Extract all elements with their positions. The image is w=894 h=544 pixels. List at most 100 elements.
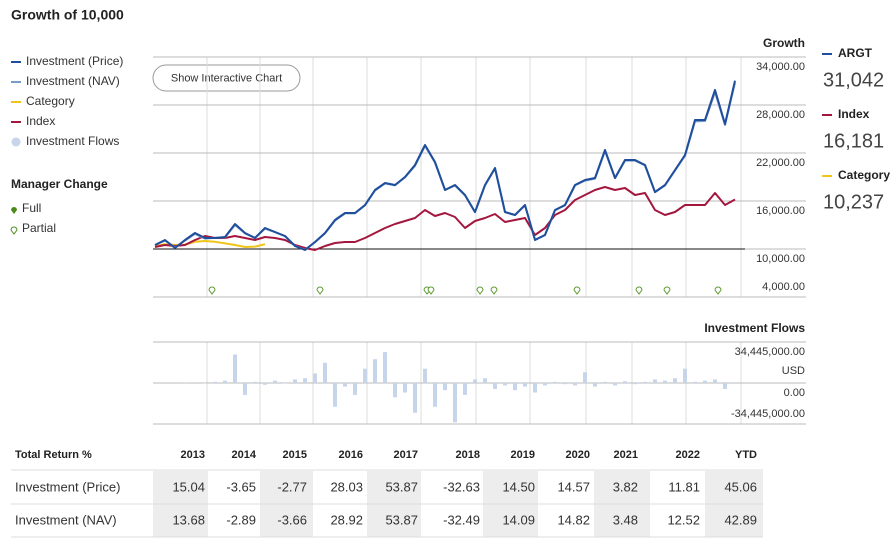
- manager-marker: [663, 286, 671, 295]
- flow-bar: [533, 383, 537, 393]
- legend-label: Index: [26, 114, 55, 128]
- table-header: 2020: [566, 449, 590, 461]
- manager-marker: [208, 286, 216, 295]
- flow-bar: [623, 381, 627, 383]
- flow-bar: [343, 383, 347, 387]
- series-line: [154, 186, 736, 251]
- table-cell: -3.65: [226, 479, 256, 494]
- flow-bar: [183, 382, 187, 383]
- flow-bar: [213, 381, 217, 383]
- flow-bar: [613, 383, 617, 386]
- flow-bar: [383, 352, 387, 383]
- legend-label: Category: [26, 94, 75, 108]
- y-tick-label: 34,000.00: [756, 61, 805, 73]
- table-cell: 14.09: [502, 512, 535, 527]
- table-cell: Investment (NAV): [15, 512, 117, 527]
- table-cell: Investment (Price): [15, 479, 120, 494]
- manager-change-title: Manager Change: [11, 177, 108, 191]
- button-label[interactable]: Show Interactive Chart: [171, 72, 282, 84]
- flow-bar: [683, 368, 687, 383]
- flow-bar: [643, 381, 647, 383]
- legend-label: Investment Flows: [26, 134, 119, 148]
- legend-label: Investment (NAV): [26, 74, 120, 88]
- flow-bar: [323, 362, 327, 383]
- legend-label: Investment (Price): [26, 54, 123, 68]
- partial-label: Partial: [22, 221, 56, 235]
- table-cell: 14.50: [502, 479, 535, 494]
- table-header: 2017: [394, 449, 418, 461]
- y-tick-label: 28,000.00: [756, 109, 805, 121]
- flow-bar: [633, 383, 637, 385]
- flow-bar: [243, 383, 247, 395]
- y-tick-label: 16,000.00: [756, 205, 805, 217]
- button-frame[interactable]: [152, 64, 301, 92]
- chart-title: Investment Flows: [704, 321, 805, 335]
- table-cell: -3.66: [277, 512, 307, 527]
- flow-bar: [493, 383, 497, 389]
- table-cell: 3.82: [613, 479, 638, 494]
- table-header: 2022: [676, 449, 700, 461]
- flow-bar: [423, 368, 427, 383]
- flow-bar: [583, 372, 587, 383]
- y-axis-label: USD: [782, 365, 805, 377]
- table-cell: 53.87: [385, 479, 418, 494]
- series-line: [154, 80, 736, 251]
- flow-bar: [653, 379, 657, 383]
- flow-bar: [473, 379, 477, 383]
- manager-marker: [476, 286, 484, 295]
- y-tick-label: 22,000.00: [756, 157, 805, 169]
- flow-bar: [513, 383, 517, 391]
- summary-value: 10,237: [823, 191, 884, 213]
- flow-bar: [283, 383, 287, 384]
- manager-marker: [316, 286, 324, 295]
- manager-marker: [490, 286, 498, 295]
- flow-bar: [273, 380, 277, 383]
- manager-marker: [714, 286, 722, 295]
- flow-bar: [413, 383, 417, 413]
- flow-bar: [543, 383, 547, 386]
- table-cell: 45.06: [724, 479, 757, 494]
- manager-markers: [208, 286, 722, 295]
- flow-bar: [443, 383, 447, 391]
- summary-name: Index: [838, 107, 870, 121]
- summary-name: Category: [838, 168, 890, 182]
- flow-bar: [693, 381, 697, 383]
- table-cell: 13.68: [172, 512, 205, 527]
- table-cell: 28.03: [330, 479, 363, 494]
- table-header: 2016: [339, 449, 363, 461]
- table-cell: -2.89: [226, 512, 256, 527]
- table-cell: 28.92: [330, 512, 363, 527]
- table-cell: -32.49: [443, 512, 480, 527]
- flow-bar: [563, 383, 567, 385]
- summary-value: 16,181: [823, 130, 884, 152]
- table-cell: 11.81: [668, 479, 700, 494]
- flow-bar: [363, 368, 367, 383]
- flow-bar: [703, 380, 707, 383]
- flow-bar: [353, 383, 357, 395]
- table-header: 2019: [511, 449, 535, 461]
- manager-marker: [635, 286, 643, 295]
- table-cell: 14.57: [557, 479, 590, 494]
- full-label: Full: [22, 201, 41, 215]
- flow-bar: [603, 381, 607, 383]
- flow-bar: [403, 383, 407, 393]
- legend-swatch: [11, 137, 21, 147]
- table-header: 2014: [232, 449, 257, 461]
- flow-bar: [263, 383, 267, 385]
- table-header: 2013: [181, 449, 205, 461]
- flow-bar: [723, 383, 727, 389]
- flow-bar: [253, 381, 257, 383]
- table-cell: -32.63: [443, 479, 480, 494]
- flow-bar: [663, 380, 667, 383]
- flow-bar: [503, 383, 507, 386]
- manager-marker: [573, 286, 581, 295]
- flow-bar: [303, 378, 307, 383]
- flow-bar: [483, 378, 487, 383]
- button[interactable]: Show Interactive Chart: [152, 64, 301, 92]
- y-tick-label: 0.00: [784, 387, 805, 399]
- flow-bar: [333, 383, 337, 407]
- flow-bar: [233, 354, 237, 383]
- flow-bar: [203, 383, 207, 384]
- full-icon: [11, 207, 17, 214]
- table-header: Total Return %: [15, 449, 92, 461]
